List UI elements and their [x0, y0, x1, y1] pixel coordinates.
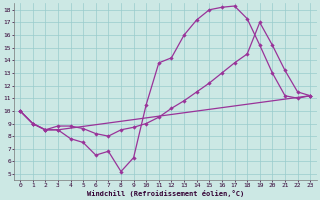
- X-axis label: Windchill (Refroidissement éolien,°C): Windchill (Refroidissement éolien,°C): [86, 190, 244, 197]
